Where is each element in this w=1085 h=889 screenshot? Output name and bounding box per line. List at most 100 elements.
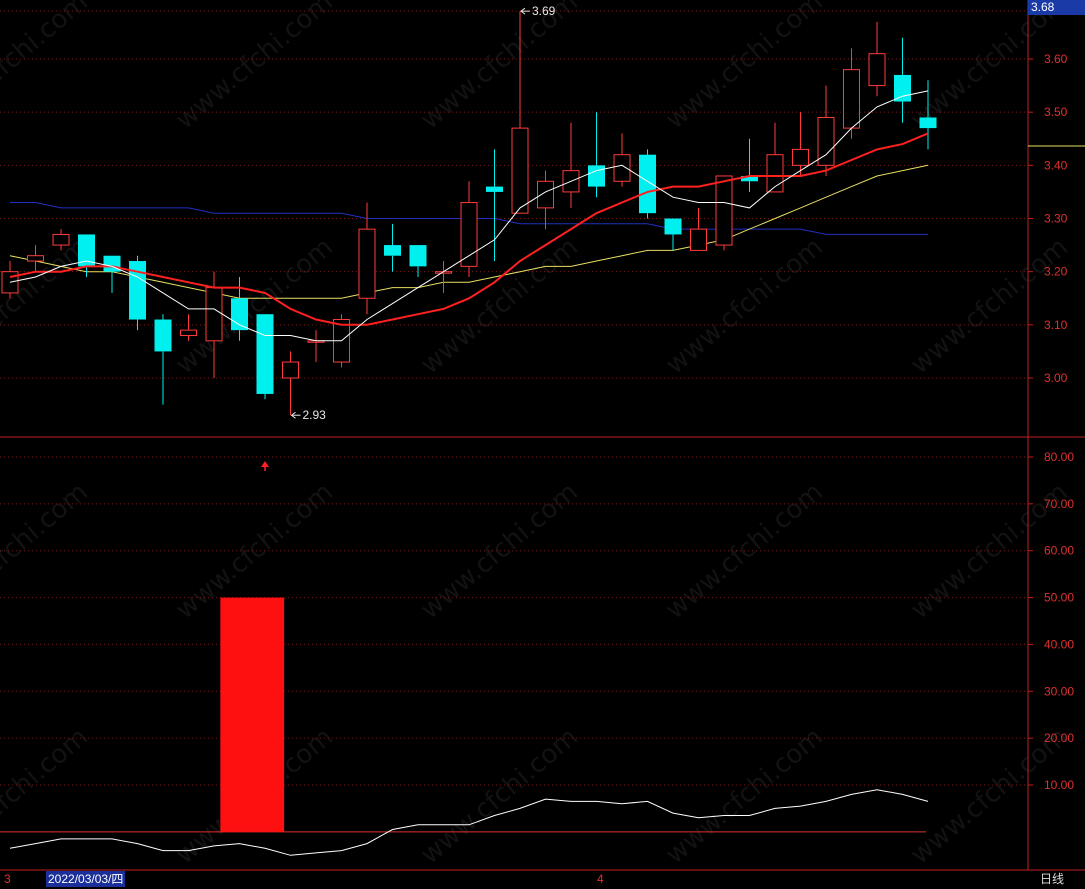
price-tick-label: 3.40 <box>1044 158 1068 172</box>
indicator-tick-label: 70.00 <box>1044 497 1074 511</box>
candle-down <box>588 112 605 198</box>
price-tick-label: 3.60 <box>1044 52 1068 66</box>
candle-up <box>868 21 886 97</box>
watermark-text: www.cfchi.com <box>415 232 584 380</box>
candle-down <box>103 255 121 293</box>
watermark-text: www.cfchi.com <box>0 0 94 135</box>
candle-up <box>613 133 631 187</box>
candle-body <box>231 298 248 331</box>
candle-body <box>384 245 401 256</box>
indicator-tick-label: 60.00 <box>1044 544 1074 558</box>
candle-up <box>180 314 197 341</box>
candle-body <box>664 218 682 235</box>
high-price-label: 3.69 <box>532 4 556 18</box>
indicator-bar <box>220 597 285 832</box>
candle-body <box>256 314 274 394</box>
indicator-panel <box>0 461 929 856</box>
candle-up <box>282 351 299 416</box>
candle-body <box>792 148 809 166</box>
candle-down <box>639 149 656 219</box>
candle-up <box>537 170 554 230</box>
candle-body <box>613 154 631 182</box>
candle-body <box>868 53 886 87</box>
price-tick-label: 3.10 <box>1044 318 1068 332</box>
candle-body <box>27 255 44 262</box>
watermark-text: www.cfchi.com <box>415 0 584 135</box>
price-tick-label: 3.00 <box>1044 371 1068 385</box>
candle-up <box>511 11 529 214</box>
candles-layer <box>1 11 937 416</box>
candle-up <box>792 112 809 176</box>
ma20-line <box>9 164 929 299</box>
candle-down <box>78 234 95 277</box>
grid-lines <box>0 10 1028 786</box>
watermark-text: www.cfchi.com <box>415 722 584 870</box>
month-label-3: 3 <box>4 872 11 886</box>
watermark-layer: www.cfchi.com www.cfchi.com www.cfchi.com w… <box>0 0 1074 870</box>
candle-up <box>843 48 860 139</box>
candle-up <box>1 261 19 299</box>
indicator-tick-label: 10.00 <box>1044 778 1074 792</box>
candle-body <box>511 127 529 214</box>
candle-body <box>52 233 70 246</box>
last-price-tag: 3.68 <box>1028 0 1085 15</box>
annotation-arrowhead <box>520 7 526 15</box>
watermark-text: www.cfchi.com <box>660 722 829 870</box>
indicator-tick-label: 50.00 <box>1044 591 1074 605</box>
candle-down <box>664 218 682 251</box>
cursor-date-tag: 2022/03/03/四 <box>46 871 126 887</box>
candle-body <box>690 228 707 251</box>
candle-down <box>129 255 146 331</box>
candle-down <box>256 314 274 400</box>
signal-arrow-icon <box>261 461 269 467</box>
watermark-text: www.cfchi.com <box>170 0 339 135</box>
watermark-text: www.cfchi.com <box>660 0 829 135</box>
candle-body <box>78 234 95 267</box>
candle-up <box>817 85 835 176</box>
candle-up <box>562 122 580 208</box>
price-tick-label: 3.20 <box>1044 265 1068 279</box>
candle-body <box>180 329 197 336</box>
watermark-text: www.cfchi.com <box>170 232 339 380</box>
watermark-text: www.cfchi.com <box>0 722 94 870</box>
candle-down <box>741 138 758 192</box>
period-label[interactable]: 日线 <box>1040 872 1065 886</box>
candle-body <box>358 228 376 299</box>
ma5-line <box>9 90 929 342</box>
watermark-text: www.cfchi.com <box>660 477 829 625</box>
candle-body <box>715 175 733 246</box>
candle-down <box>919 80 937 150</box>
candle-up <box>52 229 70 251</box>
candle-up <box>766 122 784 193</box>
candle-down <box>486 149 503 262</box>
candle-body <box>741 175 758 182</box>
candle-body <box>460 202 478 267</box>
indicator-tick-label: 80.00 <box>1044 450 1074 464</box>
low-price-label: 2.93 <box>303 408 327 422</box>
candle-up <box>715 175 733 251</box>
ma10-layer <box>9 132 929 326</box>
candle-up <box>690 207 707 251</box>
candle-up <box>435 261 452 293</box>
candle-body <box>894 74 911 102</box>
candle-body <box>486 186 503 192</box>
candle-body <box>537 180 554 209</box>
indicator-tick-label: 30.00 <box>1044 684 1074 698</box>
price-tick-label: 3.30 <box>1044 212 1068 226</box>
ma5-layer <box>9 90 929 342</box>
watermark-text: www.cfchi.com <box>905 232 1074 380</box>
candle-body <box>588 165 605 187</box>
candle-body <box>817 116 835 166</box>
indicator-tick-label: 20.00 <box>1044 731 1074 745</box>
watermark-text: www.cfchi.com <box>415 477 584 625</box>
candle-down <box>154 314 172 405</box>
watermark-text: www.cfchi.com <box>660 232 829 380</box>
candle-body <box>843 69 860 129</box>
candle-up <box>27 245 44 272</box>
indicator-line <box>9 789 929 856</box>
candle-up <box>307 330 325 363</box>
indicator-tick-label: 40.00 <box>1044 637 1074 651</box>
annotation-arrowhead <box>290 411 296 419</box>
candle-body <box>205 287 223 342</box>
